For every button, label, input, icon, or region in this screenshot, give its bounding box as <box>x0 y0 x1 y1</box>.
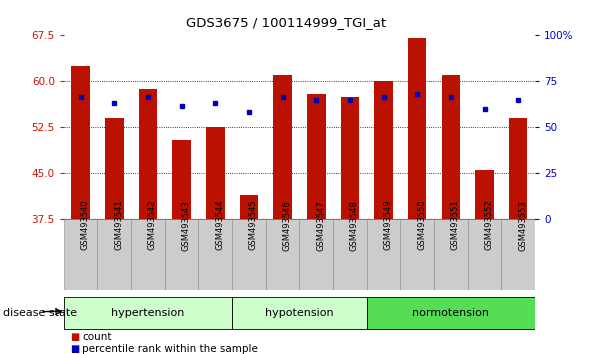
FancyBboxPatch shape <box>232 297 367 329</box>
Text: GSM493546: GSM493546 <box>283 200 292 251</box>
FancyBboxPatch shape <box>131 219 165 290</box>
Bar <box>71 66 90 219</box>
Bar <box>475 170 494 219</box>
FancyBboxPatch shape <box>367 219 401 290</box>
FancyBboxPatch shape <box>266 219 299 290</box>
FancyBboxPatch shape <box>97 219 131 290</box>
Text: GSM493543: GSM493543 <box>182 200 191 251</box>
Bar <box>240 195 258 219</box>
Bar <box>441 75 460 219</box>
Text: ■: ■ <box>70 332 79 342</box>
FancyBboxPatch shape <box>64 297 232 329</box>
Text: hypotension: hypotension <box>265 308 334 318</box>
Text: GSM493547: GSM493547 <box>316 200 325 251</box>
FancyBboxPatch shape <box>468 219 502 290</box>
FancyBboxPatch shape <box>232 219 266 290</box>
Text: count: count <box>82 332 112 342</box>
Text: GSM493545: GSM493545 <box>249 200 258 251</box>
Text: GSM493542: GSM493542 <box>148 200 157 251</box>
Bar <box>375 81 393 219</box>
Text: normotension: normotension <box>412 308 489 318</box>
Text: disease state: disease state <box>3 308 77 318</box>
Text: GSM493553: GSM493553 <box>518 200 527 251</box>
Bar <box>274 75 292 219</box>
FancyBboxPatch shape <box>434 219 468 290</box>
Text: GSM493550: GSM493550 <box>417 200 426 251</box>
FancyBboxPatch shape <box>333 219 367 290</box>
Text: hypertension: hypertension <box>111 308 185 318</box>
Bar <box>340 97 359 219</box>
Bar <box>509 118 528 219</box>
Bar <box>173 140 191 219</box>
Bar <box>307 94 325 219</box>
FancyBboxPatch shape <box>64 219 97 290</box>
Text: GDS3675 / 100114999_TGI_at: GDS3675 / 100114999_TGI_at <box>185 16 386 29</box>
Text: GSM493548: GSM493548 <box>350 200 359 251</box>
FancyBboxPatch shape <box>367 297 535 329</box>
Text: GSM493541: GSM493541 <box>114 200 123 251</box>
Bar <box>206 127 224 219</box>
Text: GSM493551: GSM493551 <box>451 200 460 251</box>
Text: GSM493549: GSM493549 <box>384 200 393 251</box>
FancyBboxPatch shape <box>165 219 198 290</box>
Bar <box>105 118 123 219</box>
FancyBboxPatch shape <box>502 219 535 290</box>
FancyBboxPatch shape <box>299 219 333 290</box>
Text: GSM493544: GSM493544 <box>215 200 224 251</box>
Text: ■: ■ <box>70 344 79 354</box>
Text: GSM493540: GSM493540 <box>81 200 89 251</box>
Text: GSM493552: GSM493552 <box>485 200 494 251</box>
FancyBboxPatch shape <box>401 219 434 290</box>
Text: percentile rank within the sample: percentile rank within the sample <box>82 344 258 354</box>
Bar <box>139 89 157 219</box>
Bar <box>408 39 426 219</box>
FancyBboxPatch shape <box>198 219 232 290</box>
